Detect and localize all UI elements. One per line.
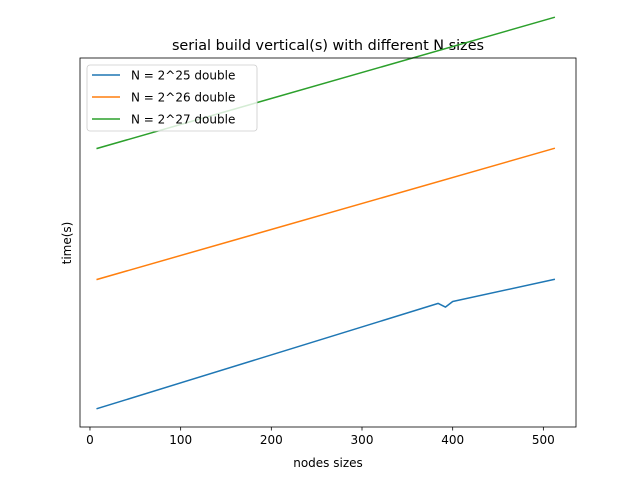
x-tick-label: 100: [169, 433, 192, 447]
legend-label: N = 2^26 double: [131, 91, 235, 105]
x-tick-label: 0: [86, 433, 94, 447]
y-axis-label: time(s): [60, 222, 74, 265]
x-tick-label: 500: [532, 433, 555, 447]
x-tick-label: 200: [260, 433, 283, 447]
legend-box: [86, 64, 258, 132]
chart-title: serial build vertical(s) with different …: [172, 38, 484, 54]
x-tick-label: 400: [441, 433, 464, 447]
series-line-1: [96, 278, 556, 410]
x-tick-label: 300: [351, 433, 374, 447]
legend: N = 2^25 double N = 2^26 double N = 2^27 d…: [86, 64, 258, 132]
legend-label: N = 2^25 double: [131, 69, 235, 83]
legend-label: N = 2^27 double: [131, 113, 235, 127]
x-axis-label: nodes sizes: [293, 456, 363, 470]
series-line-2: [96, 147, 556, 281]
x-axis: 0 100 200 300 400 500: [86, 427, 555, 447]
plot-frame: [79, 57, 577, 428]
